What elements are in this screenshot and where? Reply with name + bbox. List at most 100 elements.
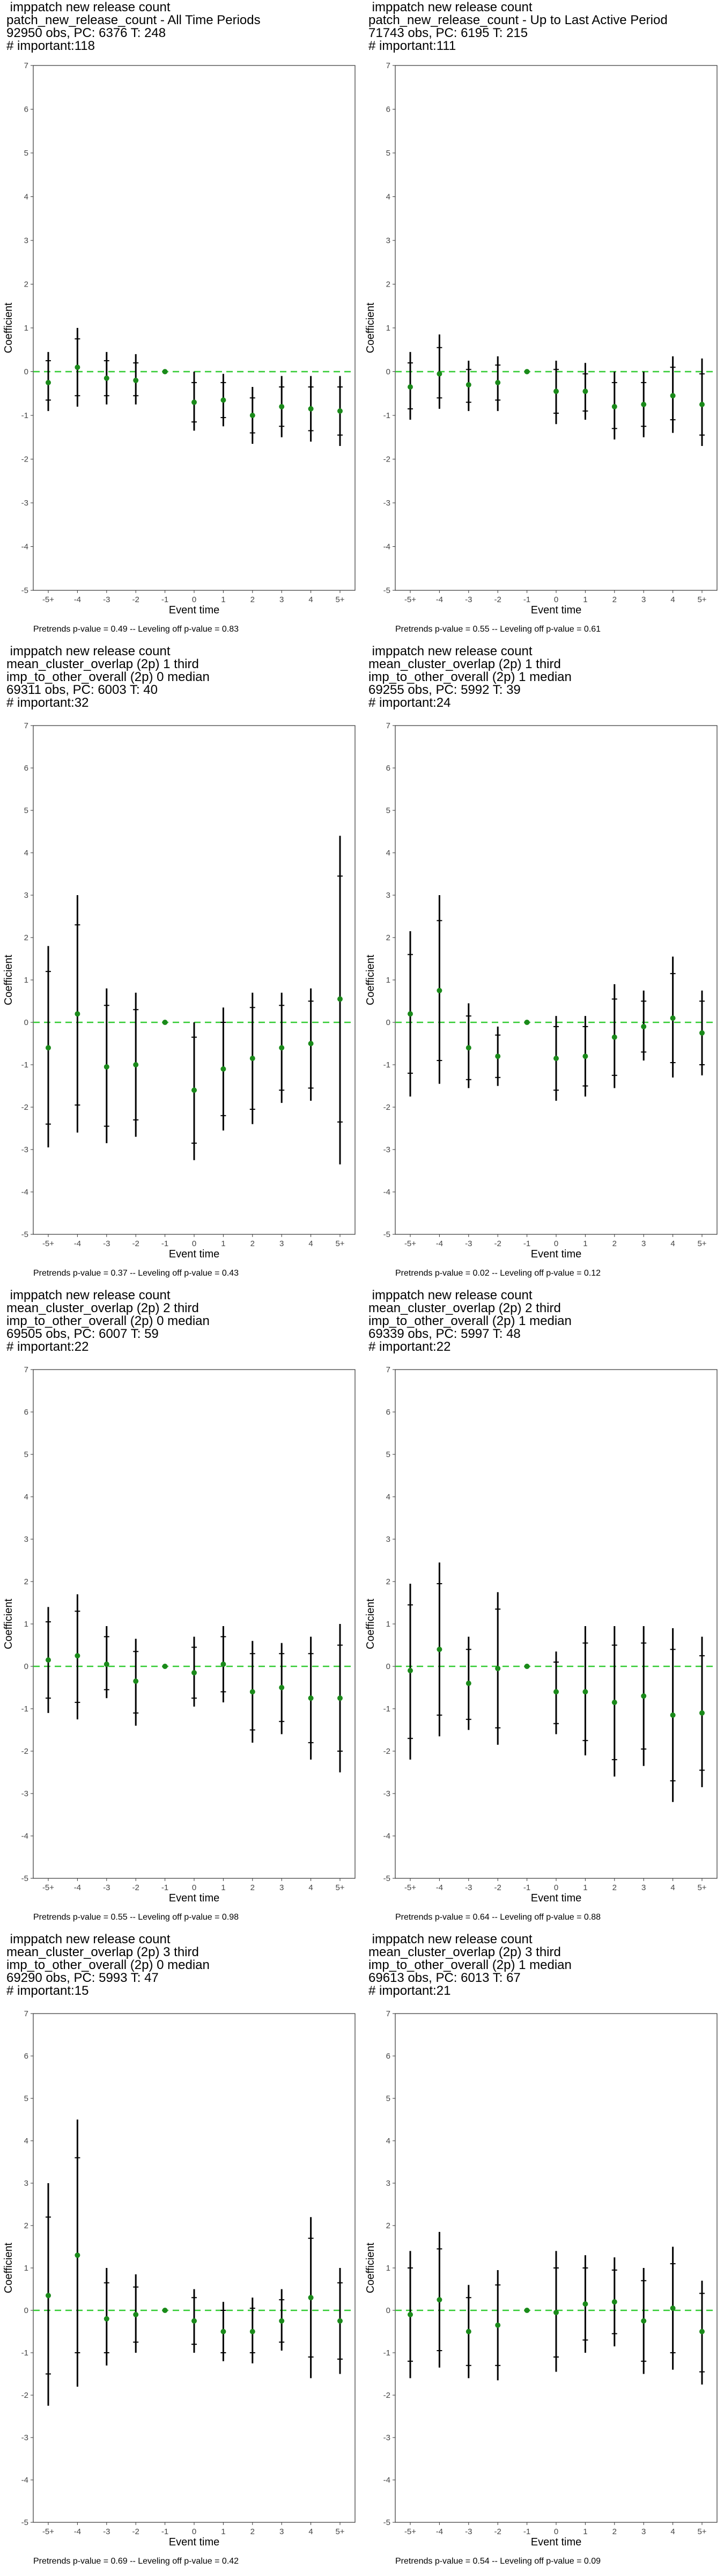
coefficient-point (220, 374, 226, 427)
coefficient-point (495, 2270, 501, 2381)
x-tick-label: 3 (641, 2527, 646, 2536)
point-estimate (191, 1670, 197, 1675)
coefficient-point (191, 1636, 197, 1707)
p-value-footnote: Pretrends p-value = 0.69 -- Leveling off… (33, 2557, 239, 2566)
coefficient-point (75, 328, 80, 407)
x-tick-label: 3 (279, 595, 284, 604)
y-tick-label: 7 (24, 721, 28, 730)
chart-panel: imppatch new release count patch_new_rele… (0, 0, 362, 644)
y-tick-label: -3 (383, 2433, 390, 2442)
x-tick-label: 2 (612, 2527, 617, 2536)
title-line: # important:24 (368, 696, 451, 710)
title-line: # important:22 (368, 1340, 451, 1354)
point-estimate (308, 2295, 314, 2301)
point-estimate (220, 1662, 226, 1667)
x-tick-label: 3 (641, 1883, 646, 1892)
x-tick-label: -2 (132, 595, 139, 604)
title-line: imppatch new release count (6, 1932, 171, 1946)
y-tick-label: -5 (383, 586, 390, 595)
y-tick-label: 6 (24, 764, 28, 773)
x-tick-label: 0 (554, 595, 558, 604)
point-estimate (524, 2308, 530, 2313)
y-tick-label: 4 (24, 848, 28, 858)
y-tick-label: 6 (386, 2052, 390, 2061)
point-estimate (75, 1011, 80, 1017)
chart-panel: imppatch new release count mean_cluster_o… (362, 644, 724, 1288)
chart-panel: imppatch new release count mean_cluster_o… (0, 1932, 362, 2576)
x-tick-label: 0 (192, 1883, 196, 1892)
y-tick-label: 4 (24, 2136, 28, 2146)
point-estimate (249, 413, 255, 418)
point-estimate (46, 2293, 51, 2299)
x-tick-label: 0 (192, 2527, 196, 2536)
x-tick-label: -1 (161, 595, 168, 604)
y-tick-label: 3 (386, 236, 390, 245)
point-estimate (582, 389, 588, 394)
title-line: imppatch new release count (6, 0, 171, 14)
title-line: 69255 obs, PC: 5992 T: 39 (368, 683, 521, 697)
panel-title: imppatch new release count mean_cluster_o… (368, 1289, 717, 1353)
y-tick-label: 0 (386, 2306, 390, 2315)
panel-title: imppatch new release count patch_new_rele… (6, 1, 355, 53)
point-estimate (670, 1015, 676, 1021)
point-estimate (133, 1062, 139, 1067)
y-tick-label: -5 (21, 1874, 28, 1883)
y-tick-label: 3 (386, 1535, 390, 1544)
coefficient-point (249, 1641, 255, 1743)
x-tick-label: -1 (161, 2527, 168, 2536)
x-tick-label: -2 (494, 1883, 501, 1892)
point-estimate (408, 1667, 413, 1673)
title-line: # important:15 (6, 1984, 89, 1998)
x-tick-label: 5+ (335, 1239, 344, 1248)
point-estimate (408, 384, 413, 390)
point-estimate (641, 2318, 647, 2324)
title-line: imppatch new release count (368, 1288, 533, 1302)
x-tick-label: -2 (494, 1239, 501, 1248)
y-tick-label: 1 (386, 1620, 390, 1629)
y-tick-label: 5 (386, 149, 390, 158)
x-axis-label: Event time (531, 1892, 581, 1904)
x-tick-label: -3 (465, 595, 472, 604)
title-line: imppatch new release count (368, 644, 533, 658)
coefficient-point (524, 1664, 530, 1669)
y-tick-label: 5 (24, 149, 28, 158)
point-estimate (308, 1041, 314, 1046)
x-tick-label: -4 (74, 595, 81, 604)
coefficient-point (75, 895, 80, 1133)
point-estimate (133, 2311, 139, 2317)
plot-frame (33, 2013, 356, 2523)
chart-svg: -5 -4 -3 -2 -1 0 1 2 3 4 5 6 7 -5+ -4 -3 -2 -1 0 1 2 3 4 5+ Even… (3, 721, 356, 1260)
y-tick-label: -1 (21, 1704, 28, 1714)
x-tick-label: -2 (494, 595, 501, 604)
coefficient-point (495, 1592, 501, 1745)
y-tick-label: 1 (24, 324, 28, 333)
title-line: # important:118 (6, 39, 95, 53)
point-estimate (553, 1689, 559, 1695)
point-estimate (553, 1056, 559, 1062)
y-tick-label: -4 (21, 1832, 28, 1841)
p-value-footnote: Pretrends p-value = 0.54 -- Leveling off… (395, 2557, 601, 2566)
point-estimate (641, 1693, 647, 1699)
y-tick-label: 4 (386, 848, 390, 858)
title-line: imp_to_other_overall (2p) 1 median (368, 1314, 572, 1328)
coefficient-point (408, 2251, 413, 2379)
x-tick-label: -1 (161, 1239, 168, 1248)
coefficient-point (699, 1636, 705, 1788)
coefficient-point (699, 990, 705, 1075)
chart-panel: imppatch new release count mean_cluster_o… (0, 644, 362, 1288)
point-estimate (220, 2329, 226, 2334)
coefficient-point (611, 1626, 617, 1777)
x-tick-label: 4 (308, 1239, 313, 1248)
point-estimate (524, 369, 530, 375)
point-estimate (279, 1045, 285, 1051)
point-estimate (466, 1680, 471, 1686)
p-value-footnote: Pretrends p-value = 0.55 -- Leveling off… (33, 1913, 239, 1922)
x-tick-label: 1 (221, 1883, 225, 1892)
coefficient-point (162, 369, 168, 375)
x-tick-label: 3 (641, 595, 646, 604)
point-estimate (495, 2322, 501, 2328)
y-tick-label: -3 (21, 2433, 28, 2442)
y-tick-label: -5 (21, 1230, 28, 1239)
y-tick-label: -3 (21, 1145, 28, 1154)
title-line: imp_to_other_overall (2p) 0 median (6, 1958, 210, 1972)
